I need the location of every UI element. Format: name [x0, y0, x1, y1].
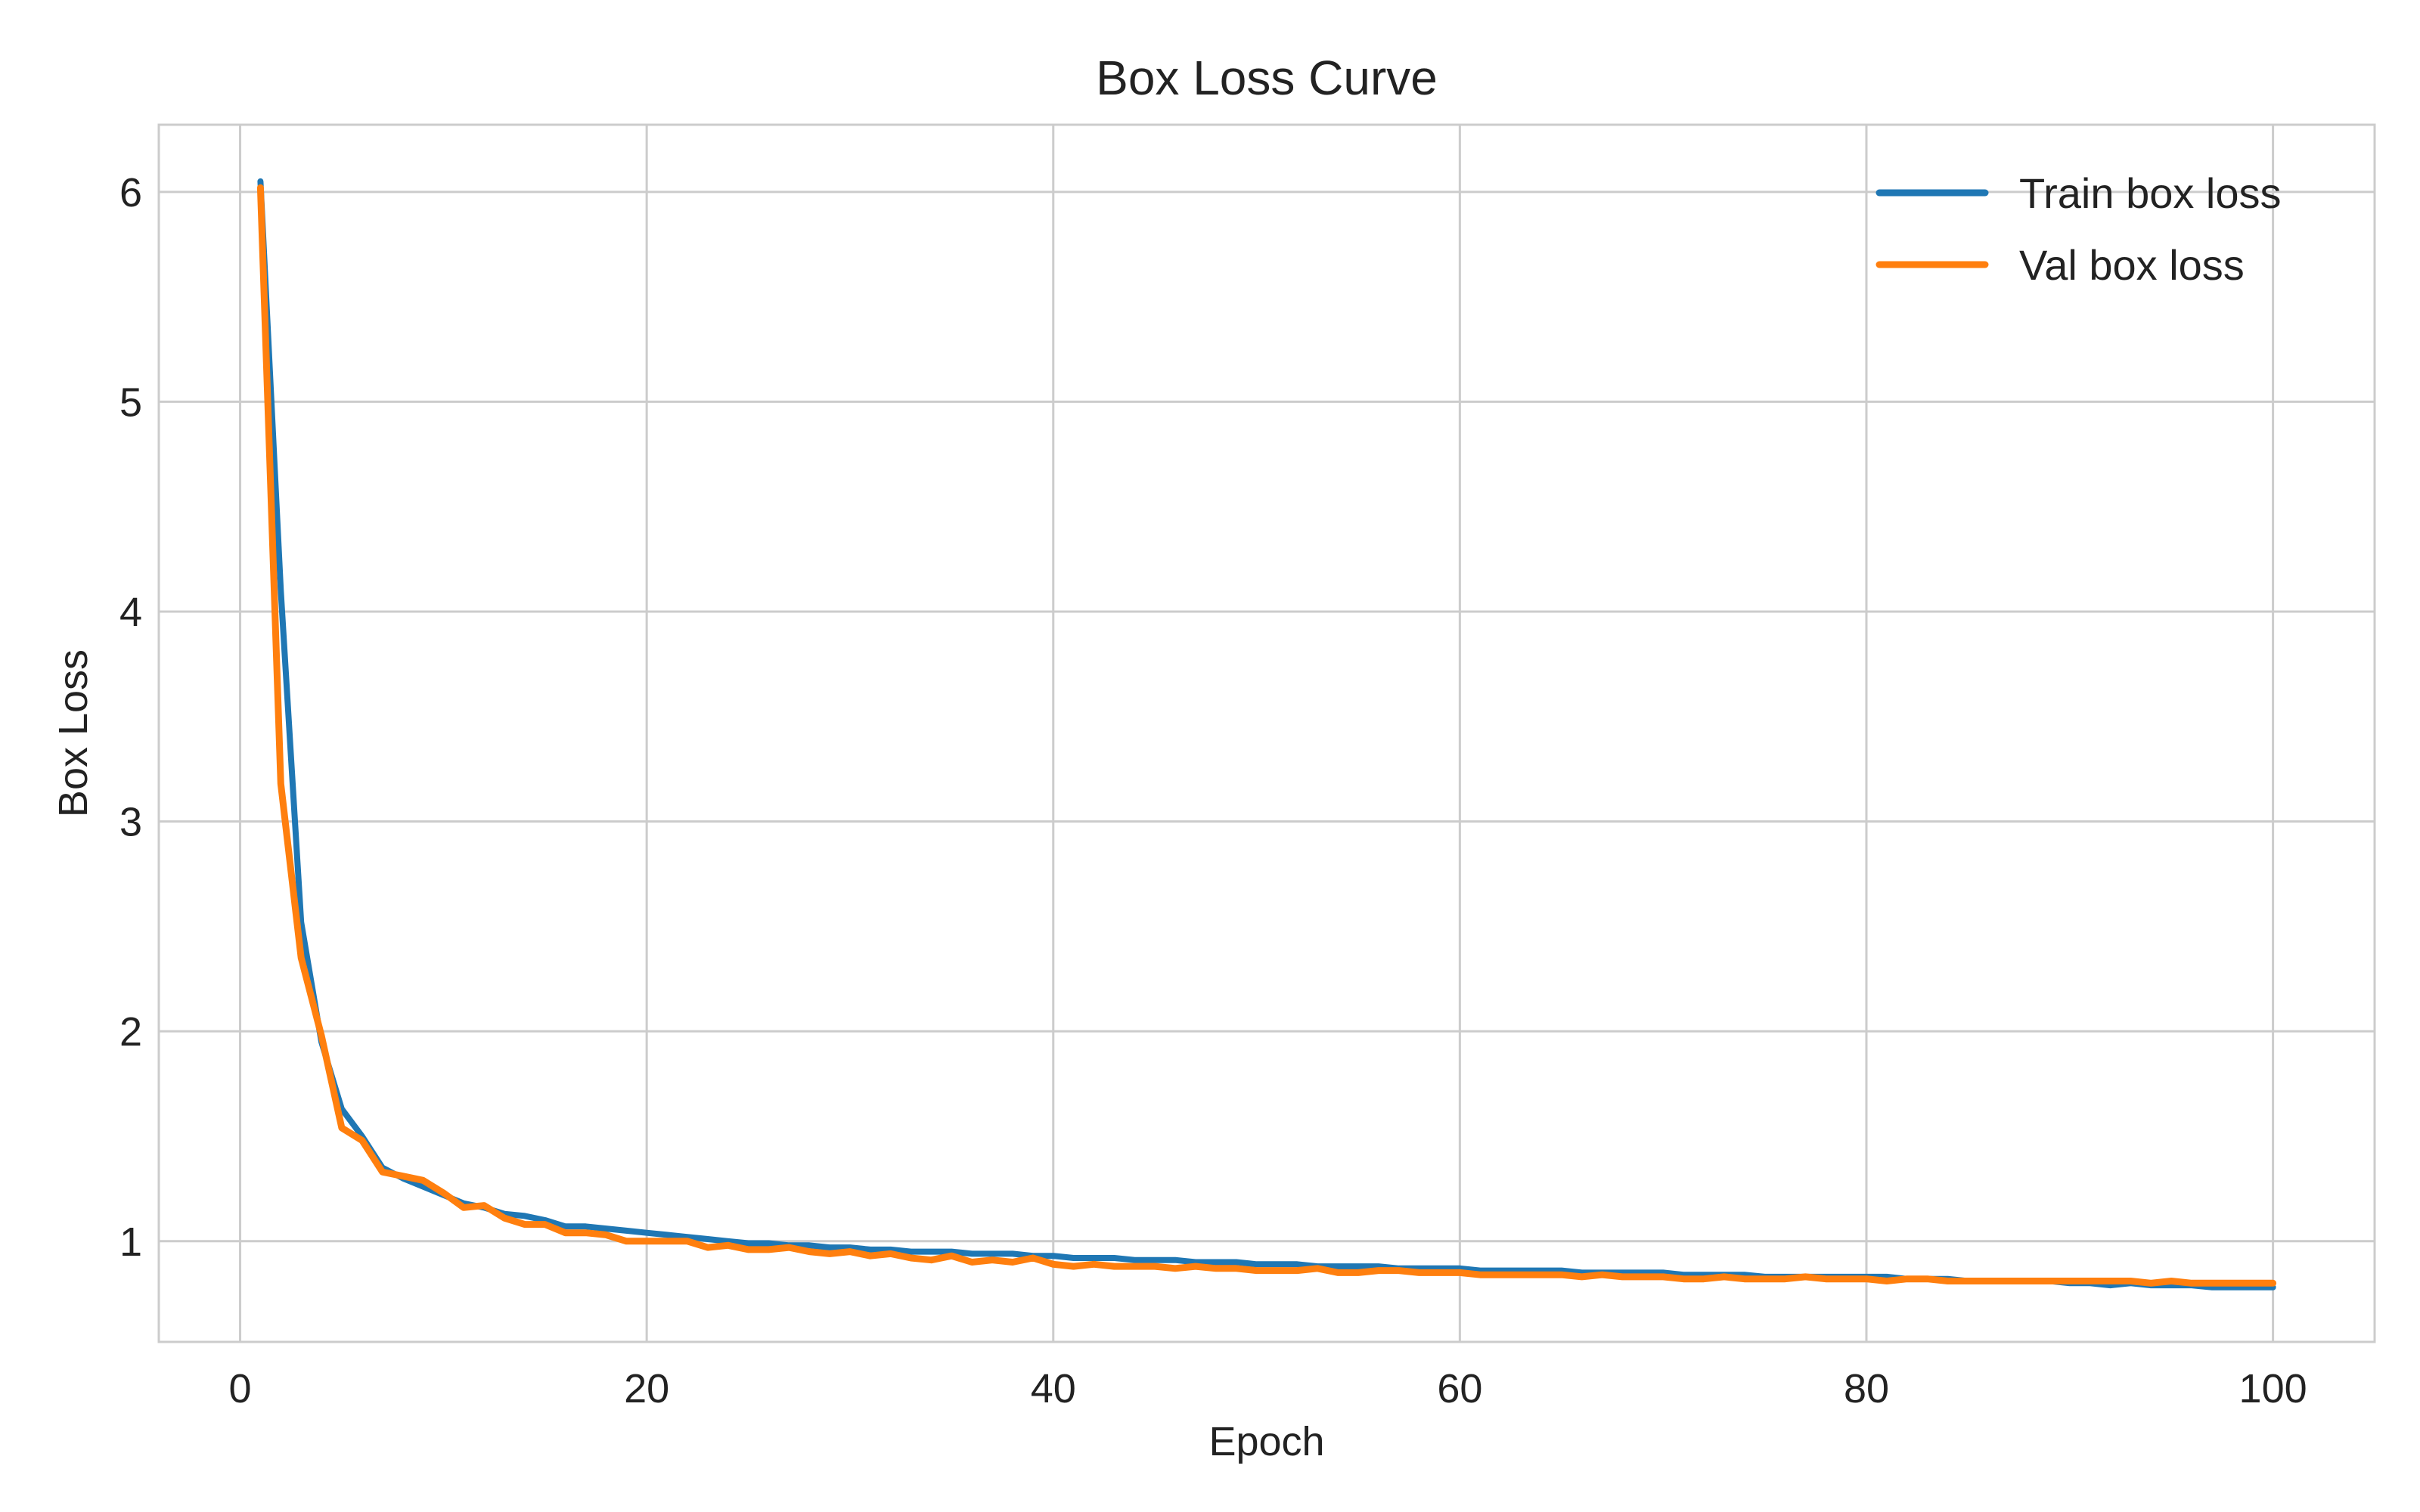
tick-labels: 0 20 40 60 80 100 1 2 3 4 5 6: [119, 170, 2307, 1411]
x-tick-label: 80: [1844, 1366, 1889, 1411]
chart-title: Box Loss Curve: [1096, 51, 1438, 105]
x-tick-label: 20: [624, 1366, 669, 1411]
plot-frame: [157, 123, 2376, 1343]
y-axis-label: Box Loss: [51, 649, 96, 817]
y-tick-label: 5: [119, 380, 142, 425]
y-tick-label: 4: [119, 590, 142, 635]
y-tick-label: 3: [119, 800, 142, 845]
legend: Train box loss Val box loss: [1876, 169, 2282, 289]
series-layer: [256, 178, 2277, 1290]
x-tick-label: 0: [228, 1366, 251, 1411]
legend-label-train: Train box loss: [2019, 169, 2282, 217]
y-tick-label: 1: [119, 1219, 142, 1265]
x-axis-label: Epoch: [1208, 1419, 1324, 1464]
y-tick-label: 6: [119, 170, 142, 215]
val-box-loss-line: [256, 184, 2277, 1287]
grid: [159, 125, 2375, 1342]
x-tick-label: 100: [2239, 1366, 2307, 1411]
legend-label-val: Val box loss: [2019, 241, 2245, 289]
x-tick-label: 40: [1031, 1366, 1076, 1411]
y-tick-label: 2: [119, 1009, 142, 1055]
train-box-loss-line: [257, 178, 2276, 1290]
x-tick-label: 60: [1437, 1366, 1482, 1411]
